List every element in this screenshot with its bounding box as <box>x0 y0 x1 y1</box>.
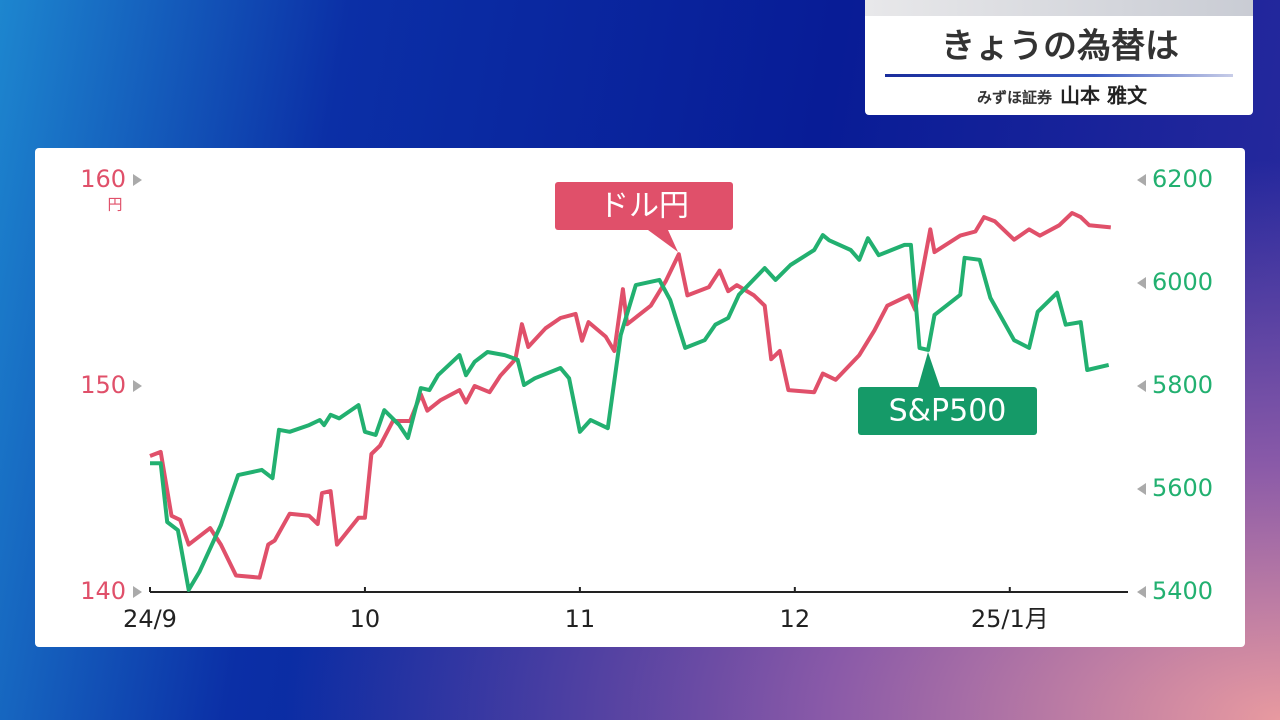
callout-label: ドル円 <box>599 189 689 224</box>
y2-tick-label: 5600 <box>1152 474 1213 502</box>
chart-panel <box>35 148 1245 647</box>
callout-pointer <box>648 230 678 252</box>
series-line <box>149 211 1111 580</box>
header-bg <box>865 0 1253 115</box>
y-tick-label: 140 <box>80 577 126 605</box>
y2-tick-label: 6200 <box>1152 165 1213 193</box>
chart: 140 150 160 円 5400 5600 5800 6000 6200 24/9 10 11 12… <box>80 165 1213 633</box>
x-tick-label: 10 <box>350 605 381 633</box>
x-tick-label: 12 <box>780 605 811 633</box>
y2-tick-mark <box>1137 174 1146 186</box>
y-unit: 円 <box>107 196 122 214</box>
y2-tick-mark <box>1137 277 1146 289</box>
y2-tick-mark <box>1137 483 1146 495</box>
x-tick-label: 25/1月 <box>971 605 1049 633</box>
x-tick-label: 24/9 <box>123 605 177 633</box>
y2-tick-label: 5400 <box>1152 577 1213 605</box>
callout-box <box>858 387 1037 435</box>
y2-tick-mark <box>1137 586 1146 598</box>
y-tick-label: 160 <box>80 165 126 193</box>
callout-pointer <box>918 352 940 387</box>
y-tick-mark <box>133 380 142 392</box>
y-tick-mark <box>133 174 142 186</box>
callout-box <box>555 182 733 230</box>
person: 山本 雅文 <box>1060 84 1148 108</box>
header-box: きょうの為替は みずほ証券 山本 雅文 <box>865 0 1253 115</box>
company: みずほ証券 <box>977 89 1053 107</box>
series-line <box>150 233 1110 592</box>
callout-label: S&P500 <box>889 394 1007 429</box>
header-title: きょうの為替は <box>941 27 1179 67</box>
y2-tick-label: 5800 <box>1152 371 1213 399</box>
header-rule <box>885 74 1233 77</box>
y2-tick-label: 6000 <box>1152 268 1213 296</box>
x-tick-label: 11 <box>565 605 596 633</box>
y-tick-mark <box>133 586 142 598</box>
y2-tick-mark <box>1137 380 1146 392</box>
y-tick-label: 150 <box>80 371 126 399</box>
header-band <box>865 0 1253 16</box>
